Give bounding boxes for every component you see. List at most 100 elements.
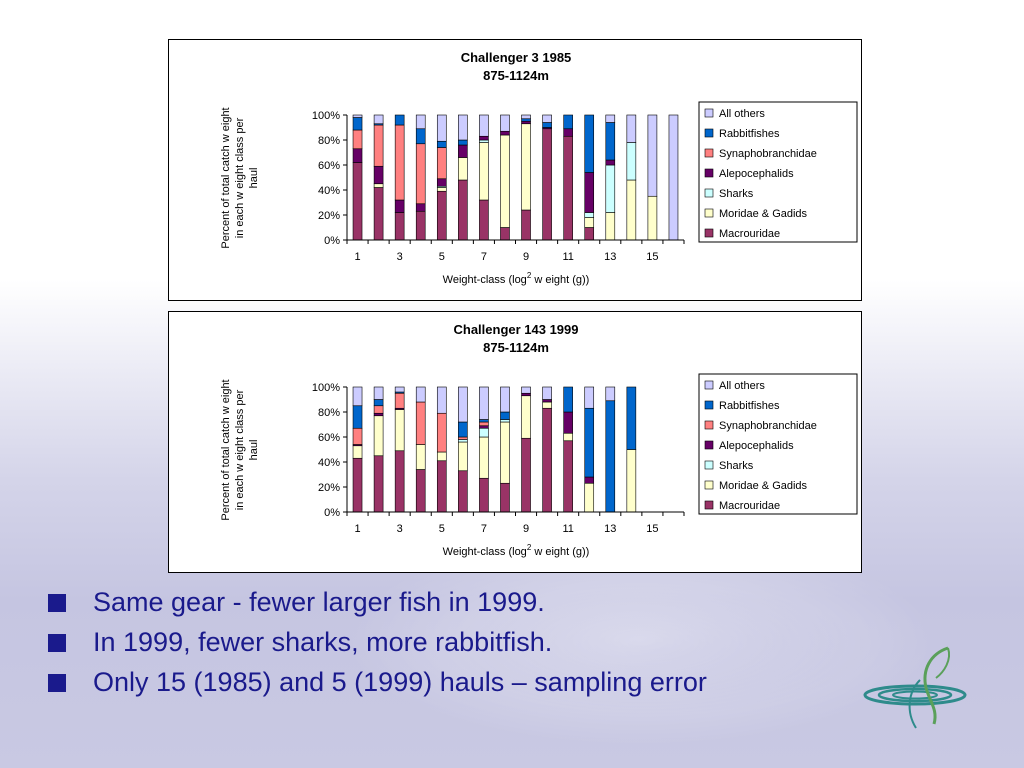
bar-segment-macrouridae [542,407,552,513]
bar-segment-alepocephalids [584,476,595,484]
x-tick-label: 9 [523,523,529,535]
bar-segment-synaphobranchidae [352,427,363,445]
y-axis-label-line: haul [248,440,260,461]
bar-segment-moridae-gadids [605,212,616,241]
legend-swatch-sharks [704,188,714,198]
bar-segment-rabbitfishes [584,114,595,173]
bar-segment-rabbitfishes [605,122,616,161]
x-tick-label: 1 [354,251,360,263]
bar-segment-rabbitfishes [605,400,616,513]
x-tick-label: 1 [354,523,360,535]
bar-segment-moridae-gadids [500,134,510,228]
y-tick-label: 100% [312,110,340,122]
bar-segment-macrouridae [458,470,468,513]
y-tick-label: 20% [318,482,340,494]
y-tick-label: 60% [318,432,340,444]
bar-segment-all-others [373,114,384,125]
bar-segment-alepocephalids [394,199,405,213]
x-tick-label: 11 [562,251,573,263]
bar-segment-rabbitfishes [479,419,489,423]
legend-swatch-rabbitfishes [704,400,714,410]
bar-segment-macrouridae [584,227,595,241]
bar-segment-moridae-gadids [458,157,468,181]
bar-segment-rabbitfishes [563,386,573,413]
bar-segment-synaphobranchidae [479,421,489,427]
bar-segment-rabbitfishes [584,407,595,478]
bar-segment-moridae-gadids [563,432,573,442]
bar-segment-all-others [352,114,363,118]
x-tick-label: 7 [481,523,487,535]
chart-1999: Challenger 143 1999 875-1124m Percent of t… [220,322,858,558]
bar-segment-all-others [542,386,552,400]
bar-segment-alepocephalids [563,128,573,137]
bar-segment-rabbitfishes [436,140,447,148]
legend-label-alepocephalids: Alepocephalids [719,168,794,180]
bar-segment-alepocephalids [479,425,489,429]
bar-segment-alepocephalids [352,148,363,163]
bar-segment-all-others [500,386,510,413]
legend-box [698,101,858,243]
y-axis-label-line: haul [248,168,260,189]
bar-segment-synaphobranchidae [436,412,447,453]
bullet-item: Only 15 (1985) and 5 (1999) hauls – samp… [48,662,707,702]
bar-segment-alepocephalids [415,203,426,212]
legend-box [698,373,858,515]
legend-label-macrouridae: Macrouridae [719,228,780,240]
bar-segment-macrouridae [458,179,468,241]
legend-swatch-synaphobranchidae [704,148,714,158]
bar-segment-moridae-gadids [647,195,658,241]
bar-segment-alepocephalids [605,159,616,166]
x-tick-label: 5 [439,523,445,535]
bullet-square-icon [48,594,66,612]
x-tick-label: 9 [523,251,529,263]
bullet-square-icon [48,674,66,692]
x-axis-label: Weight-class (log2 w eight (g)) [443,271,590,286]
bar-segment-all-others [521,114,531,120]
bar-segment-sharks [458,439,468,443]
bar-segment-moridae-gadids [479,436,489,479]
y-tick-label: 80% [318,135,340,147]
legend-label-synaphobranchidae: Synaphobranchidae [719,148,817,160]
bar-segment-alepocephalids [563,411,573,434]
legend-label-all-others: All others [719,108,765,120]
legend-label-synaphobranchidae: Synaphobranchidae [719,420,817,432]
bar-segment-moridae-gadids [415,444,426,470]
bar-segment-macrouridae [542,128,552,241]
y-axis-label: Percent of total catch w eight in each w … [220,379,260,520]
legend-swatch-moridae-gadids [704,480,714,490]
bar-segment-all-others [458,114,468,141]
x-tick-label: 13 [604,523,616,535]
bar-segment-rabbitfishes [500,411,510,420]
chart-title: Challenger 143 1999 [453,322,578,337]
y-tick-label: 0% [324,235,340,247]
bar-segment-macrouridae [352,162,363,241]
bar-segment-alepocephalids [521,120,531,125]
bar-segment-synaphobranchidae [394,124,405,201]
bar-segment-synaphobranchidae [373,124,384,167]
bar-segment-moridae-gadids [352,445,363,459]
bar-segment-sharks [626,142,637,181]
bar-segment-macrouridae [415,210,426,241]
bar-segment-all-others [415,114,426,130]
legend-swatch-macrouridae [704,500,714,510]
bar-segment-macrouridae [436,460,447,513]
x-axis-label-sup: 2 [527,271,532,280]
y-axis-label-line: in each w eight class per [234,117,246,238]
x-axis-label-main: Weight-class (log [443,546,527,558]
legend-swatch-rabbitfishes [704,128,714,138]
bar-segment-synaphobranchidae [394,392,405,409]
bar-segment-alepocephalids [500,130,510,136]
chart-panel-1985: Challenger 3 1985 875-1124m Percent of tot… [168,39,862,301]
chart-panel-1999: Challenger 143 1999 875-1124m Percent of t… [168,311,862,573]
x-axis-label-main: Weight-class (log [443,274,527,286]
bar-segment-rabbitfishes [626,386,637,450]
bullet-item: In 1999, fewer sharks, more rabbitfish. [48,622,707,662]
bar-segment-macrouridae [415,469,426,513]
bar-segment-moridae-gadids [458,441,468,472]
bar-segment-moridae-gadids [521,395,531,439]
legend-swatch-sharks [704,460,714,470]
legend-swatch-macrouridae [704,228,714,238]
bar-segment-rabbitfishes [373,399,384,407]
bullet-text: Only 15 (1985) and 5 (1999) hauls – samp… [93,667,707,697]
fish-ripple-logo-icon [863,646,967,729]
